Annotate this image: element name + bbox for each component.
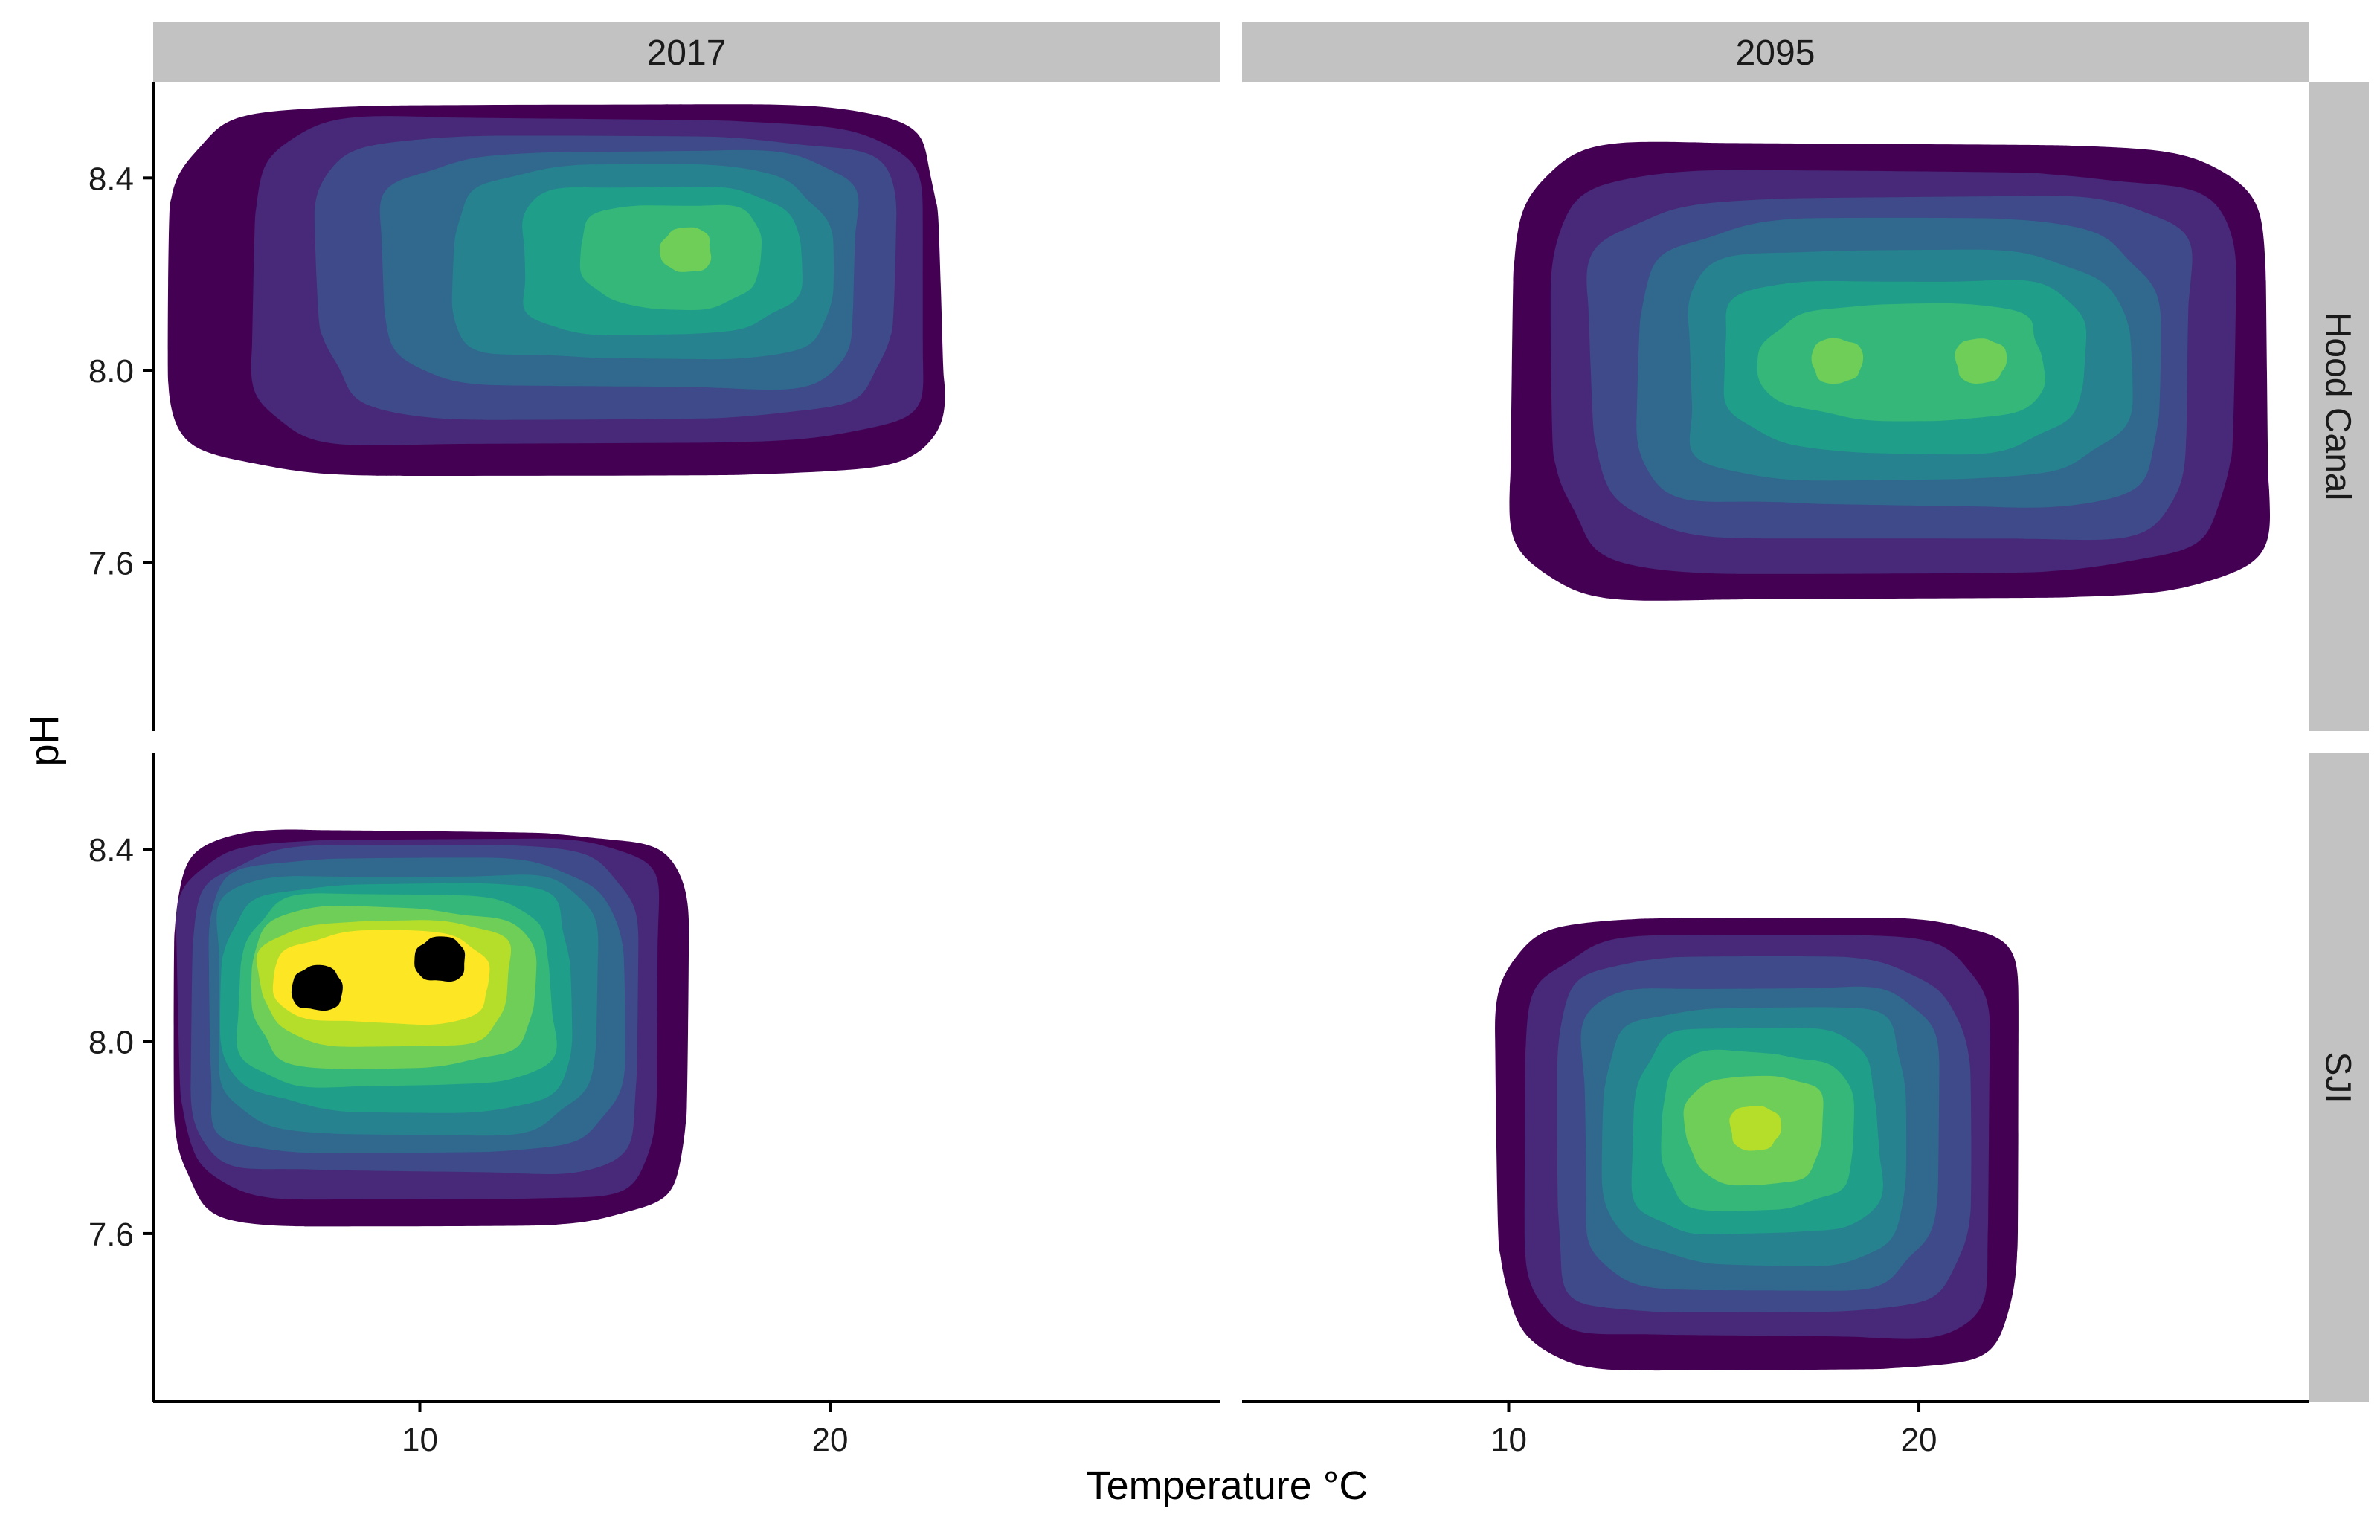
density-level-7 [1757, 303, 2046, 422]
y-tick-label: 8.0 [89, 353, 134, 390]
strip-background [2309, 82, 2369, 731]
y-tick-label: 7.6 [89, 546, 134, 582]
density-peak [414, 936, 466, 982]
x-axis-title: Temperature °C [1087, 1463, 1368, 1508]
y-tick-label: 8.4 [89, 832, 134, 869]
x-tick-label: 10 [402, 1422, 438, 1458]
y-axis-title: pH [22, 715, 67, 766]
y-tick-label: 8.0 [89, 1025, 134, 1061]
density-panel-2017-hood-canal [167, 104, 945, 477]
y-tick-label: 8.4 [89, 161, 134, 197]
density-panel-2095-sji [1495, 918, 2019, 1371]
density-peak [1811, 338, 1864, 384]
density-panel-2095-hood-canal [1509, 141, 2271, 601]
axes-layer: 7.6 8.0 8.4 7.6 8.0 8.4 10 20 10 20 [89, 82, 2309, 1458]
row-strip-sji: SJI [2309, 753, 2369, 1402]
strip-background [2309, 753, 2369, 1402]
density-peak [1729, 1106, 1781, 1151]
density-panel-2017-sji [173, 829, 689, 1227]
strip-label: SJI [2318, 1051, 2358, 1103]
col-strip-2095: 2095 [1242, 22, 2309, 82]
strip-label: 2095 [1736, 33, 1815, 73]
strip-label: Hood Canal [2318, 312, 2358, 501]
y-tick-label: 7.6 [89, 1217, 134, 1253]
density-peak [660, 227, 712, 272]
strip-label: 2017 [647, 33, 727, 73]
panels-layer [167, 104, 2271, 1371]
x-tick-label: 20 [1901, 1422, 1937, 1458]
x-tick-label: 10 [1490, 1422, 1527, 1458]
col-strip-2017: 2017 [153, 22, 1220, 82]
row-strip-hood-canal: Hood Canal [2309, 82, 2369, 731]
strip-background [153, 22, 1220, 82]
density-peak [1955, 338, 2007, 384]
facet-strips: 2017 2095 Hood Canal SJI [153, 22, 2369, 1402]
strip-background [1242, 22, 2309, 82]
x-tick-label: 20 [812, 1422, 849, 1458]
density-peak [291, 964, 343, 1011]
